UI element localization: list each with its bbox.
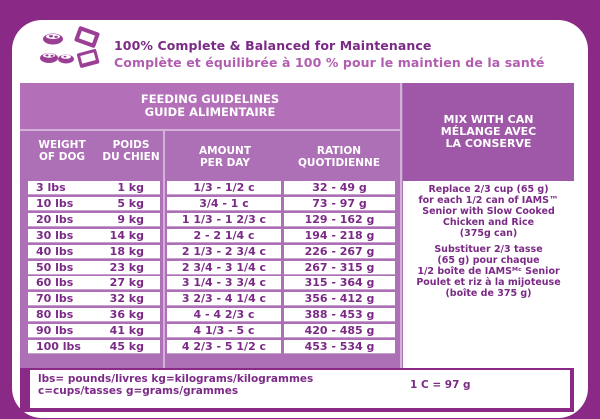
table-row: 10 lbs 5 kg 3/4 - 1 c 73 - 97 g <box>20 196 400 211</box>
mix-divider <box>400 83 402 368</box>
ration-grams-cell: 73 - 97 g <box>284 196 395 211</box>
table-row: 3 lbs 1 kg 1/3 - 1/2 c 32 - 49 g <box>20 180 400 195</box>
mix-instructions-english: Replace 2/3 cup (65 g) for each 1/2 can … <box>403 184 574 239</box>
weight-lbs-cell: 30 lbs <box>28 228 96 243</box>
ration-grams-cell: 388 - 453 g <box>284 308 395 323</box>
weight-kg-cell: 5 kg <box>96 196 160 211</box>
ration-grams-cell: 420 - 485 g <box>284 324 395 339</box>
weight-kg-cell: 41 kg <box>96 324 160 339</box>
col-header-amount-line1: AMOUNT <box>199 145 251 157</box>
weight-kg-cell: 27 kg <box>96 276 160 291</box>
table-row: 30 lbs 14 kg 2 - 2 1/4 c 194 - 218 g <box>20 228 400 243</box>
weight-lbs-cell: 20 lbs <box>28 212 96 227</box>
amount-per-day-cell: 1 1/3 - 1 2/3 c <box>167 212 281 227</box>
mix-en-line: Senior with Slow Cooked <box>422 206 555 217</box>
table-row: 60 lbs 27 kg 3 1/4 - 3 3/4 c 315 - 364 g <box>20 275 400 291</box>
mix-fr-line: Substituer 2/3 tasse <box>434 244 543 255</box>
mix-fr-line: Poulet et riz à la mijoteuse <box>416 277 561 288</box>
amount-per-day-cell: 2 1/3 - 2 3/4 c <box>167 244 281 259</box>
weight-kg-cell: 1 kg <box>96 181 160 195</box>
headline-english: 100% Complete & Balanced for Maintenance <box>114 38 432 53</box>
weight-kg-cell: 14 kg <box>96 228 160 243</box>
weight-lbs-cell: 90 lbs <box>28 324 96 339</box>
mix-en-line: for each 1/2 can of IAMS™ <box>418 195 559 206</box>
ration-grams-cell: 226 - 267 g <box>284 244 395 259</box>
weight-lbs-cell: 3 lbs <box>28 181 96 195</box>
title-french: GUIDE ALIMENTAIRE <box>144 105 276 119</box>
amount-per-day-cell: 3/4 - 1 c <box>167 196 281 211</box>
amount-per-day-cell: 4 2/3 - 5 1/2 c <box>167 340 281 354</box>
amount-per-day-cell: 1/3 - 1/2 c <box>167 181 281 195</box>
table-row: 80 lbs 36 kg 4 - 4 2/3 c 388 - 453 g <box>20 307 400 323</box>
weight-kg-cell: 9 kg <box>96 212 160 227</box>
mix-fr-line: (65 g) pour chaque <box>437 255 540 266</box>
ration-grams-cell: 129 - 162 g <box>284 212 395 227</box>
amount-per-day-cell: 4 1/3 - 5 c <box>167 324 281 339</box>
units-line-2: c=cups/tasses g=grams/grammes <box>38 385 239 397</box>
cup-conversion: 1 C = 97 g <box>410 379 471 391</box>
weight-lbs-cell: 80 lbs <box>28 308 96 323</box>
mix-instructions: Replace 2/3 cup (65 g) for each 1/2 can … <box>403 181 574 368</box>
ration-grams-cell: 267 - 315 g <box>284 260 395 275</box>
table-row: 50 lbs 23 kg 2 3/4 - 3 1/4 c 267 - 315 g <box>20 260 400 275</box>
mix-with-can-header: MIX WITH CAN MÉLANGE AVEC LA CONSERVE <box>403 83 574 181</box>
col-header-amount: AMOUNT PER DAY <box>170 145 280 169</box>
col-header-ration: RATION QUOTIDIENNE <box>282 145 396 169</box>
weight-lbs-cell: 10 lbs <box>28 196 96 211</box>
feeding-guidelines-title: FEEDING GUIDELINES GUIDE ALIMENTAIRE <box>20 83 400 129</box>
mix-en-line: Chicken and Rice <box>442 217 535 228</box>
weight-kg-cell: 32 kg <box>96 292 160 307</box>
mix-instructions-french: Substituer 2/3 tasse (65 g) pour chaque … <box>403 244 574 299</box>
col-header-amount-line2: PER DAY <box>199 157 251 169</box>
col-header-poids-line1: POIDS <box>112 139 150 151</box>
headline-french: Complète et équilibrée à 100 % pour le m… <box>114 55 545 70</box>
mix-head-line2: MÉLANGE AVEC <box>440 125 537 138</box>
col-header-weight: WEIGHT OF DOG <box>26 139 98 163</box>
weight-kg-cell: 18 kg <box>96 244 160 259</box>
col-header-weight-line1: WEIGHT <box>38 139 86 151</box>
weight-lbs-cell: 70 lbs <box>28 292 96 307</box>
table-row: 20 lbs 9 kg 1 1/3 - 1 2/3 c 129 - 162 g <box>20 212 400 227</box>
table-row: 90 lbs 41 kg 4 1/3 - 5 c 420 - 485 g <box>20 323 400 339</box>
col-header-weight-line2: OF DOG <box>38 151 85 163</box>
mix-en-line: Replace 2/3 cup (65 g) <box>428 184 549 195</box>
bowls-icon <box>40 26 100 68</box>
weight-kg-cell: 23 kg <box>96 260 160 275</box>
weight-lbs-cell: 50 lbs <box>28 260 96 275</box>
amount-per-day-cell: 3 1/4 - 3 3/4 c <box>167 276 281 291</box>
mix-fr-line: 1/2 boîte de IAMSᴹᶜ Senior <box>417 266 560 277</box>
mix-head-line1: MIX WITH CAN <box>443 113 534 126</box>
table-row: 70 lbs 32 kg 3 2/3 - 4 1/4 c 356 - 412 g <box>20 291 400 307</box>
amount-per-day-cell: 3 2/3 - 4 1/4 c <box>167 292 281 307</box>
col-header-poids-line2: DU CHIEN <box>102 151 160 163</box>
amount-per-day-cell: 2 - 2 1/4 c <box>167 228 281 243</box>
units-legend: lbs= pounds/livres kg=kilograms/kilogram… <box>30 370 570 408</box>
weight-lbs-cell: 100 lbs <box>28 340 96 354</box>
weight-lbs-cell: 40 lbs <box>28 244 96 259</box>
table-row: 100 lbs 45 kg 4 2/3 - 5 1/2 c 453 - 534 g <box>20 339 400 354</box>
table-row: 40 lbs 18 kg 2 1/3 - 2 3/4 c 226 - 267 g <box>20 244 400 259</box>
units-line-1: lbs= pounds/livres kg=kilograms/kilogram… <box>38 373 314 385</box>
ration-grams-cell: 32 - 49 g <box>284 181 395 195</box>
weight-kg-cell: 45 kg <box>96 340 160 354</box>
ration-grams-cell: 315 - 364 g <box>284 276 395 291</box>
mix-fr-line: (boîte de 375 g) <box>445 288 532 299</box>
mix-head-line3: LA CONSERVE <box>445 137 532 150</box>
header-divider <box>20 129 400 131</box>
ration-grams-cell: 356 - 412 g <box>284 292 395 307</box>
amount-per-day-cell: 2 3/4 - 3 1/4 c <box>167 260 281 275</box>
mix-en-line: (375g can) <box>459 228 518 239</box>
weight-kg-cell: 36 kg <box>96 308 160 323</box>
ration-grams-cell: 453 - 534 g <box>284 340 395 354</box>
column-divider <box>163 129 165 368</box>
title-english: FEEDING GUIDELINES <box>140 92 280 106</box>
amount-per-day-cell: 4 - 4 2/3 c <box>167 308 281 323</box>
ration-grams-cell: 194 - 218 g <box>284 228 395 243</box>
weight-lbs-cell: 60 lbs <box>28 276 96 291</box>
col-header-ration-line2: QUOTIDIENNE <box>298 157 380 169</box>
col-header-ration-line1: RATION <box>316 145 362 157</box>
col-header-poids: POIDS DU CHIEN <box>96 139 166 163</box>
